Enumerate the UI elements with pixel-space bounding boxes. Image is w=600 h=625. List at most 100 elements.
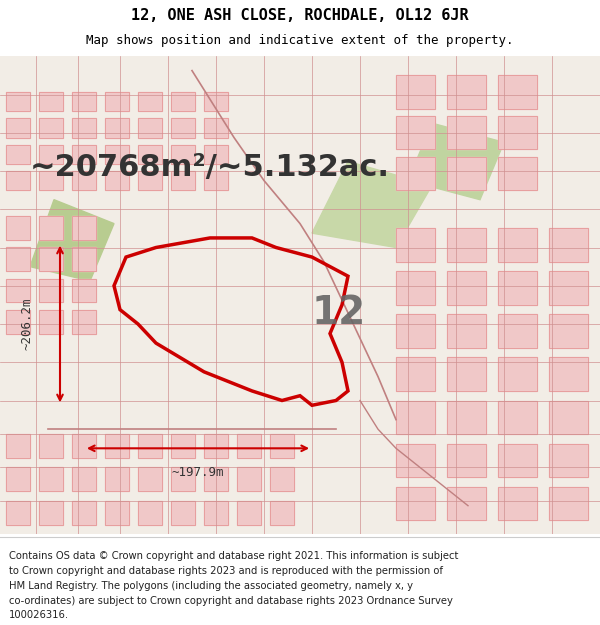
Bar <box>396 486 435 520</box>
Bar <box>6 468 30 491</box>
Bar <box>396 401 435 434</box>
Bar <box>171 434 195 458</box>
Bar <box>39 309 63 334</box>
Bar <box>72 216 96 241</box>
Bar <box>171 468 195 491</box>
Bar <box>171 92 195 111</box>
Bar <box>72 434 96 458</box>
Bar <box>171 145 195 164</box>
Bar <box>138 118 162 138</box>
Bar <box>72 468 96 491</box>
Bar <box>72 468 96 491</box>
Bar <box>204 501 228 525</box>
Bar <box>138 468 162 491</box>
Bar <box>39 468 63 491</box>
Bar <box>6 434 30 458</box>
Bar <box>6 118 30 138</box>
Bar <box>447 116 486 149</box>
Bar <box>6 501 30 525</box>
Bar <box>72 145 96 164</box>
Bar <box>396 357 435 391</box>
Bar <box>204 171 228 190</box>
Bar <box>171 501 195 525</box>
Bar <box>171 171 195 190</box>
Bar <box>72 171 96 190</box>
Bar <box>549 444 588 477</box>
Bar <box>549 486 588 520</box>
Bar <box>105 434 129 458</box>
Bar <box>498 357 537 391</box>
Bar <box>138 92 162 111</box>
Bar <box>498 157 537 190</box>
Bar <box>105 118 129 138</box>
Bar <box>396 116 435 149</box>
Bar <box>498 76 537 109</box>
Bar <box>498 228 537 262</box>
Bar <box>105 171 129 190</box>
Bar <box>498 444 537 477</box>
Bar <box>6 309 30 334</box>
Bar <box>396 228 435 262</box>
Bar <box>105 501 129 525</box>
Bar <box>105 118 129 138</box>
Bar <box>447 486 486 520</box>
Bar <box>447 228 486 262</box>
Bar <box>204 501 228 525</box>
Bar <box>447 314 486 348</box>
Bar <box>171 501 195 525</box>
Bar <box>447 401 486 434</box>
Bar <box>72 248 96 271</box>
Bar <box>72 248 96 271</box>
Bar <box>6 145 30 164</box>
Bar <box>138 501 162 525</box>
Bar <box>138 468 162 491</box>
Bar <box>72 145 96 164</box>
Bar <box>39 216 63 241</box>
Bar <box>39 501 63 525</box>
Bar <box>270 468 294 491</box>
Bar <box>447 314 486 348</box>
Bar <box>396 357 435 391</box>
Bar <box>498 157 537 190</box>
Bar <box>237 434 261 458</box>
Bar <box>498 357 537 391</box>
Bar <box>396 314 435 348</box>
Bar <box>6 216 30 241</box>
Bar <box>6 279 30 302</box>
Text: ~206.2m: ~206.2m <box>20 298 34 350</box>
Bar <box>270 501 294 525</box>
Bar <box>204 434 228 458</box>
Bar <box>39 468 63 491</box>
Bar <box>39 248 63 271</box>
Bar <box>204 468 228 491</box>
Text: to Crown copyright and database rights 2023 and is reproduced with the permissio: to Crown copyright and database rights 2… <box>9 566 443 576</box>
Bar <box>396 157 435 190</box>
Text: 12: 12 <box>312 294 366 332</box>
Bar <box>138 92 162 111</box>
Bar <box>171 171 195 190</box>
Bar <box>498 486 537 520</box>
Bar <box>447 357 486 391</box>
Bar <box>447 486 486 520</box>
Text: co-ordinates) are subject to Crown copyright and database rights 2023 Ordnance S: co-ordinates) are subject to Crown copyr… <box>9 596 453 606</box>
Bar <box>72 216 96 241</box>
Bar <box>549 486 588 520</box>
Bar <box>39 118 63 138</box>
Bar <box>549 401 588 434</box>
Bar <box>447 271 486 305</box>
Bar <box>6 468 30 491</box>
Bar <box>396 271 435 305</box>
Bar <box>498 228 537 262</box>
Bar <box>396 444 435 477</box>
Bar <box>39 92 63 111</box>
Bar <box>39 145 63 164</box>
Bar <box>39 279 63 302</box>
Text: ~197.9m: ~197.9m <box>172 466 224 479</box>
Bar <box>6 434 30 458</box>
Bar <box>171 434 195 458</box>
Polygon shape <box>30 200 114 281</box>
Bar <box>498 271 537 305</box>
Bar <box>549 228 588 262</box>
Bar <box>447 76 486 109</box>
Bar <box>396 76 435 109</box>
